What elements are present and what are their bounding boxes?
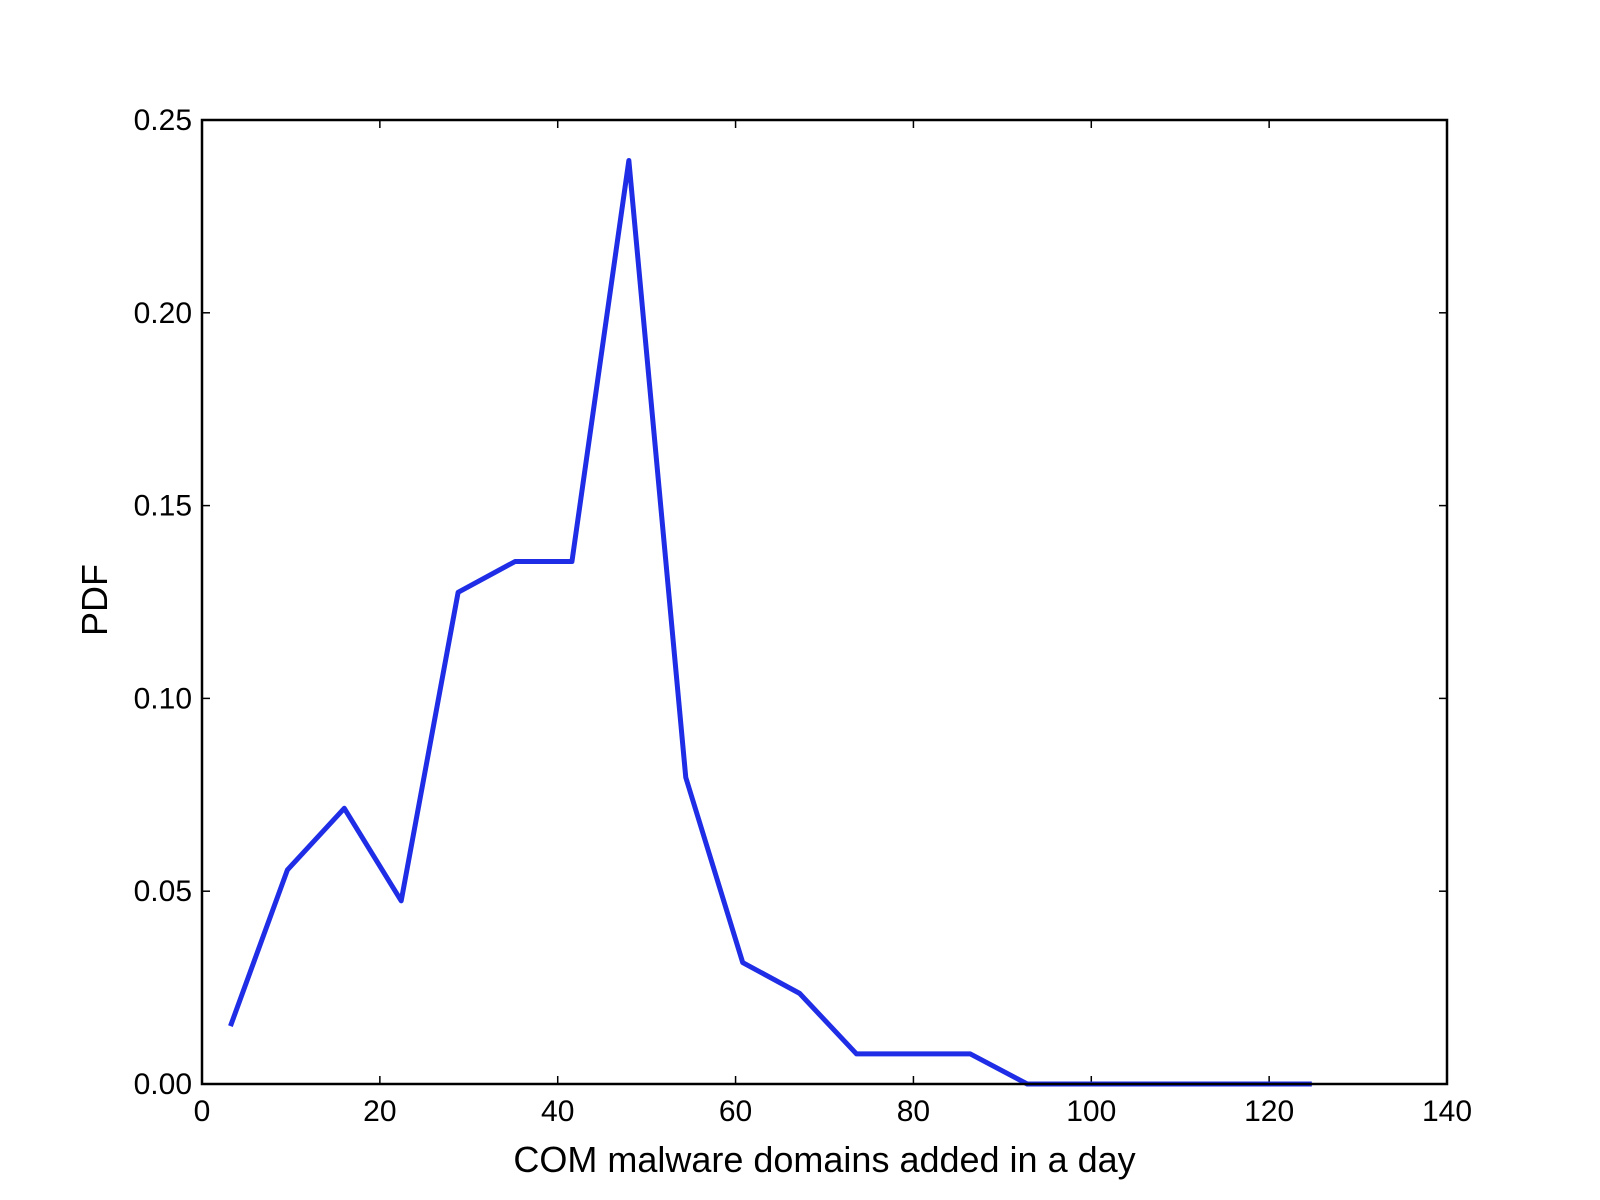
x-tick-label: 100	[1066, 1095, 1116, 1128]
y-tick-label: 0.25	[134, 104, 192, 137]
x-tick-label: 0	[194, 1095, 211, 1128]
x-tick-label: 60	[719, 1095, 752, 1128]
x-tick-label: 120	[1244, 1095, 1294, 1128]
pdf-series-line	[228, 157, 1312, 1087]
x-tick-label: 140	[1422, 1095, 1472, 1128]
plot-frame	[200, 118, 1449, 1086]
y-tick-label: 0.05	[134, 875, 192, 908]
x-tick-label: 20	[363, 1095, 396, 1128]
x-tick-label: 40	[541, 1095, 574, 1128]
x-tick-label: 80	[897, 1095, 930, 1128]
x-axis-ticks: 0 20 40 60 80 100 120 140	[194, 120, 1472, 1128]
y-tick-label: 0.15	[134, 490, 192, 523]
x-axis-label: COM malware domains added in a day	[513, 1139, 1135, 1180]
y-tick-label: 0.00	[134, 1068, 192, 1101]
y-tick-label: 0.10	[134, 682, 192, 715]
y-tick-label: 0.20	[134, 297, 192, 330]
y-axis-label: PDF	[74, 564, 115, 636]
y-axis-ticks: 0.00 0.05 0.10 0.15 0.20 0.25	[134, 104, 1447, 1101]
